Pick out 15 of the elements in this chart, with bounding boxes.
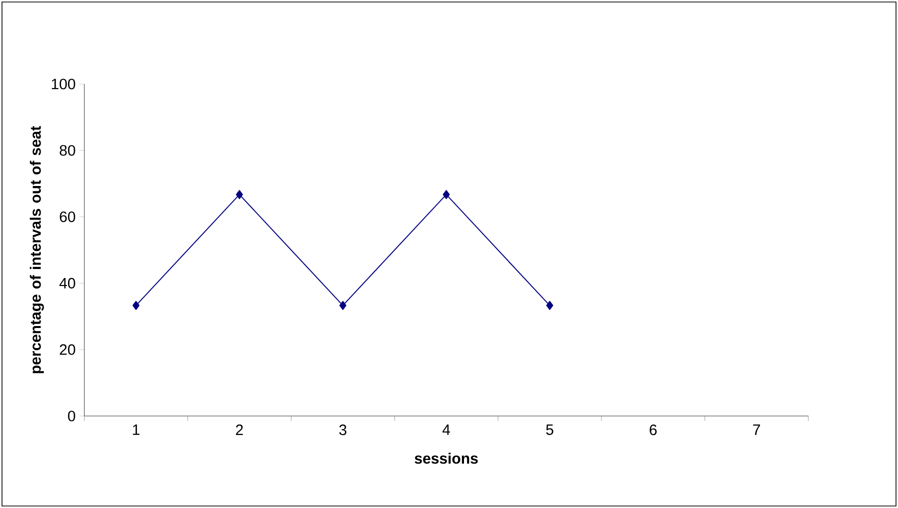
x-tick-label: 7 <box>753 424 760 435</box>
x-tick-label: 6 <box>650 424 657 436</box>
x-tick-label: 2 <box>236 424 243 435</box>
y-tick-label: 0 <box>68 410 76 422</box>
y-tick-label: 20 <box>60 344 76 355</box>
y-tick-label: 60 <box>60 211 76 222</box>
x-tick-label: 1 <box>132 424 140 435</box>
y-tick-label: 100 <box>52 78 76 90</box>
y-tick-label: 80 <box>60 145 76 156</box>
y-tick-label: 40 <box>59 278 76 288</box>
x-tick-label: 5 <box>546 424 554 435</box>
x-axis-title: sessions <box>414 452 478 464</box>
y-axis-title: percentage of intervals out of seat <box>30 126 44 374</box>
x-tick-label: 3 <box>339 424 346 436</box>
x-tick-label: 4 <box>442 424 450 435</box>
